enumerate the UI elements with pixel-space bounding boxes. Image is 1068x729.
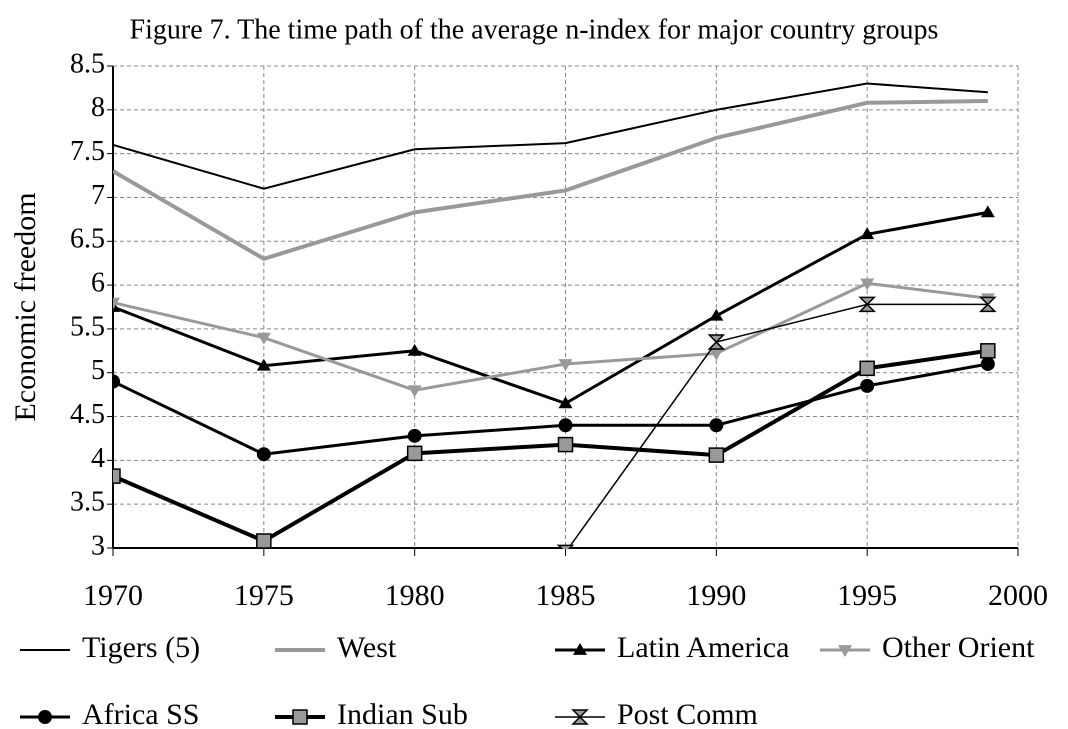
legend-label: Africa SS	[82, 698, 199, 729]
marker	[858, 296, 876, 313]
chart-title: Figure 7. The time path of the average n…	[130, 14, 939, 45]
marker	[556, 544, 575, 549]
marker	[113, 468, 121, 484]
marker	[38, 710, 52, 724]
marker	[407, 385, 422, 398]
marker	[113, 374, 120, 389]
marker	[980, 205, 995, 218]
x-tick-label: 1995	[837, 579, 897, 612]
x-tick-label: 2000	[988, 579, 1048, 612]
marker	[558, 396, 573, 409]
y-tick-label: 6	[91, 268, 105, 299]
x-tick-label: 1980	[385, 579, 445, 612]
marker	[292, 709, 308, 725]
marker	[860, 278, 875, 291]
y-tick-label: 3	[91, 530, 105, 561]
series-line	[567, 303, 988, 549]
marker	[709, 418, 724, 433]
y-tick-label: 8.5	[70, 48, 105, 79]
marker	[573, 643, 587, 655]
legend-label: Post Comm	[617, 698, 758, 729]
series-line	[113, 82, 988, 190]
marker	[860, 227, 875, 240]
y-tick-label: 4	[91, 443, 105, 474]
marker	[571, 709, 589, 725]
legend-label: West	[337, 631, 397, 664]
marker	[558, 418, 573, 433]
x-tick-label: 1970	[83, 579, 143, 612]
legend-label: Indian Sub	[337, 698, 468, 729]
marker	[256, 358, 271, 371]
y-tick-label: 3.5	[70, 487, 105, 518]
series-line	[113, 362, 989, 456]
x-tick-label: 1975	[234, 579, 294, 612]
marker	[256, 533, 272, 549]
x-tick-label: 1985	[536, 579, 596, 612]
y-tick-label: 5	[91, 355, 105, 386]
y-tick-label: 7.5	[70, 136, 105, 167]
marker	[406, 445, 423, 462]
y-tick-label: 4.5	[70, 399, 105, 430]
y-tick-label: 7	[91, 180, 105, 211]
plot-series	[113, 82, 997, 549]
marker	[707, 334, 726, 350]
x-tick-label: 1990	[686, 579, 746, 612]
marker	[980, 343, 996, 359]
marker	[979, 296, 997, 313]
marker	[709, 308, 724, 321]
marker	[407, 428, 422, 443]
marker	[256, 447, 271, 462]
marker	[407, 343, 422, 356]
y-axis-label: Economic freedom	[9, 192, 42, 421]
marker	[838, 645, 852, 657]
marker	[859, 360, 875, 377]
marker	[860, 378, 875, 393]
marker	[256, 332, 271, 345]
series-line	[113, 99, 988, 261]
marker	[708, 447, 725, 463]
marker	[113, 297, 120, 310]
legend-label: Latin America	[617, 631, 789, 664]
marker	[557, 436, 574, 453]
marker	[709, 348, 724, 361]
legend-label: Other Orient	[882, 631, 1035, 664]
legend-label: Tigers (5)	[82, 631, 200, 664]
y-tick-label: 5.5	[70, 311, 105, 342]
marker	[558, 359, 573, 371]
y-tick-label: 8	[91, 92, 105, 123]
marker	[980, 356, 995, 371]
y-tick-label: 6.5	[70, 224, 105, 255]
